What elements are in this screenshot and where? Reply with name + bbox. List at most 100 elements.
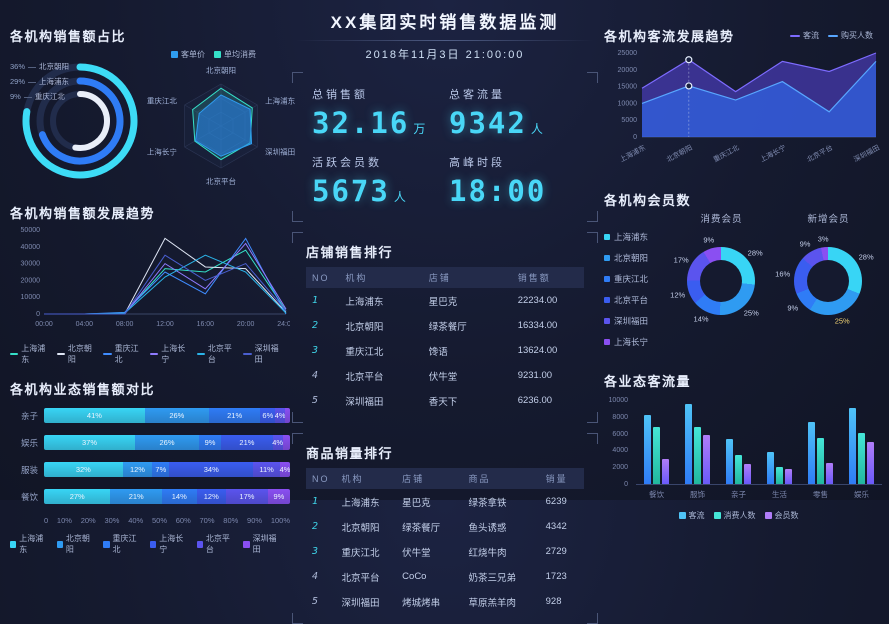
radar-axis-label: 上海长宁	[147, 147, 177, 157]
legend-label: 客单价	[181, 50, 205, 59]
bar[interactable]	[644, 415, 651, 484]
panel-sales-trend: 各机构销售额发展趋势 0 10000 20000 30000 40000 50000 00:…	[9, 203, 295, 365]
legend-item[interactable]: 深圳福田	[604, 315, 668, 327]
bar[interactable]	[808, 421, 815, 484]
category-traffic-legend: 客流 消费人数 会员数	[604, 510, 882, 521]
table-header-row: NO 机构 店铺 商品 销量	[306, 468, 584, 489]
legend-label: 客流	[688, 511, 705, 520]
legend-item[interactable]: 上海长宁	[604, 336, 668, 348]
bar-segment[interactable]: 7%	[152, 462, 170, 477]
legend-item[interactable]: 重庆江北	[103, 533, 141, 555]
legend-item[interactable]: 上海浦东	[9, 343, 48, 365]
donut-label: 3%	[817, 234, 829, 244]
bar[interactable]	[826, 463, 833, 484]
legend-item[interactable]: 上海浦东	[9, 533, 48, 555]
bar-segment[interactable]: 34%	[169, 462, 254, 477]
legend-item[interactable]: 会员数	[764, 510, 799, 521]
bar-group	[685, 404, 710, 484]
x-tick: 亲子	[731, 490, 746, 499]
donut-new-chart: 28% 25% 9% 16% 9% 3%	[775, 227, 882, 331]
bar-segment[interactable]	[285, 408, 290, 423]
legend-swatch	[150, 353, 159, 355]
bar-segment[interactable]: 21%	[110, 489, 163, 504]
legend-item[interactable]: 北京朝阳	[56, 533, 95, 555]
legend-item[interactable]: 重庆江北	[604, 273, 668, 285]
bar-segment[interactable]: 37%	[44, 435, 136, 450]
bar[interactable]	[685, 404, 692, 484]
bar-segment[interactable]: 27%	[44, 489, 111, 504]
y-tick: 5000	[621, 117, 637, 124]
legend-swatch	[604, 318, 610, 324]
header-datetime: 2018年11月3日 21:00:00	[365, 49, 525, 61]
legend-item[interactable]: 购买人数	[828, 30, 873, 41]
traffic-trend-area-chart: 0 5000 10000 15000 20000 25000 上海浦东 北京朝阳 重庆江北 上海长…	[618, 50, 881, 164]
legend-item[interactable]: 深圳福田	[243, 343, 281, 365]
bar-segment[interactable]: 26%	[144, 408, 209, 423]
legend-item[interactable]: 北京朝阳	[604, 252, 668, 264]
bar-segment[interactable]: 4%	[272, 435, 283, 450]
bar-segment[interactable]: 12%	[196, 489, 227, 504]
product-rank-table: NO 机构 店铺 商品 销量 1 上海浦东 星巴克 绿茶拿铁 6239 2 北京朝阳 绿茶餐厅 鱼头诱惑 4…	[306, 468, 584, 614]
legend-label: 重庆江北	[112, 534, 137, 554]
data-cell: 928	[545, 596, 562, 607]
bar-segment[interactable]: 17%	[226, 489, 268, 504]
y-tick: 15000	[618, 84, 638, 91]
legend-swatch	[9, 540, 17, 548]
bar-segment[interactable]: 21%	[208, 408, 261, 423]
bar[interactable]	[776, 467, 783, 484]
axis-tick: 0	[44, 516, 49, 525]
legend-item[interactable]: 客流	[678, 510, 705, 521]
bar[interactable]	[662, 458, 669, 484]
bar-segment[interactable]: 26%	[135, 435, 199, 450]
legend-swatch	[243, 353, 252, 355]
y-tick: 10000	[618, 100, 638, 107]
bar-segment[interactable]: 11%	[253, 462, 281, 477]
bar[interactable]	[867, 442, 874, 484]
bar[interactable]	[653, 426, 660, 484]
legend-item[interactable]: 单均消费	[214, 49, 256, 60]
legend-item[interactable]: 上海长宁	[150, 533, 188, 555]
legend-item[interactable]: 北京平台	[604, 294, 668, 306]
bar[interactable]	[849, 408, 856, 484]
bar-segment[interactable]: 4%	[280, 462, 290, 477]
bar-segment[interactable]: 32%	[44, 462, 123, 477]
legend-item[interactable]: 消费人数	[713, 510, 756, 521]
bar-segment[interactable]	[282, 435, 290, 450]
legend-item[interactable]: 北京朝阳	[56, 343, 95, 365]
row-label: 服装	[20, 464, 38, 475]
bar[interactable]	[858, 432, 865, 484]
legend-item[interactable]: 深圳福田	[243, 533, 281, 555]
bar[interactable]	[744, 463, 751, 484]
bar[interactable]	[703, 435, 710, 484]
x-tick: 08:00	[116, 321, 134, 328]
y-tick: 2000	[612, 464, 628, 472]
bar-segment[interactable]: 6%	[260, 408, 276, 423]
bar[interactable]	[694, 426, 701, 484]
bar[interactable]	[735, 454, 742, 484]
bar-segment[interactable]: 9%	[267, 489, 290, 504]
bar-segment[interactable]: 9%	[198, 435, 222, 450]
legend-item[interactable]: 北京平台	[196, 533, 235, 555]
legend-item[interactable]: 上海长宁	[150, 343, 188, 365]
bar-segment[interactable]: 14%	[162, 489, 197, 504]
bar[interactable]	[785, 468, 792, 484]
legend-item[interactable]: 北京平台	[196, 343, 235, 365]
category-traffic-chart: 0 2000 4000 6000 8000 10000 餐饮 服饰 亲子 生活 零售 娱乐	[604, 397, 882, 500]
bar[interactable]	[726, 439, 733, 484]
bar-segment[interactable]: 21%	[221, 435, 273, 450]
legend-item[interactable]: 重庆江北	[103, 343, 141, 365]
legend-item[interactable]: 客单价	[171, 49, 205, 60]
legend-item[interactable]: 上海浦东	[604, 231, 668, 243]
area-line	[641, 52, 877, 93]
rank-cell: 1	[312, 496, 319, 507]
y-tick: 20000	[618, 67, 638, 74]
legend-item[interactable]: 客流	[790, 30, 819, 41]
bar-segment[interactable]: 12%	[122, 462, 153, 477]
bar-segment[interactable]: 4%	[275, 408, 286, 423]
bar-segment[interactable]: 41%	[44, 408, 145, 423]
data-cell: 星巴克	[402, 497, 431, 509]
bar[interactable]	[817, 437, 824, 484]
legend-swatch	[604, 255, 610, 261]
ring-name: 北京朝阳	[39, 62, 70, 71]
bar[interactable]	[767, 452, 774, 484]
